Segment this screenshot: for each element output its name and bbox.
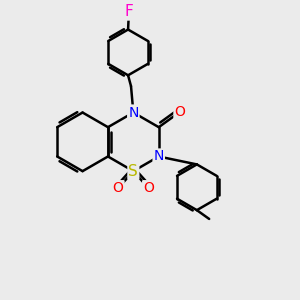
Text: F: F	[124, 4, 133, 20]
Text: O: O	[174, 105, 185, 119]
Text: N: N	[154, 149, 164, 164]
Text: O: O	[143, 181, 154, 195]
Text: S: S	[128, 164, 138, 179]
Text: O: O	[113, 181, 124, 195]
Text: N: N	[128, 106, 139, 119]
